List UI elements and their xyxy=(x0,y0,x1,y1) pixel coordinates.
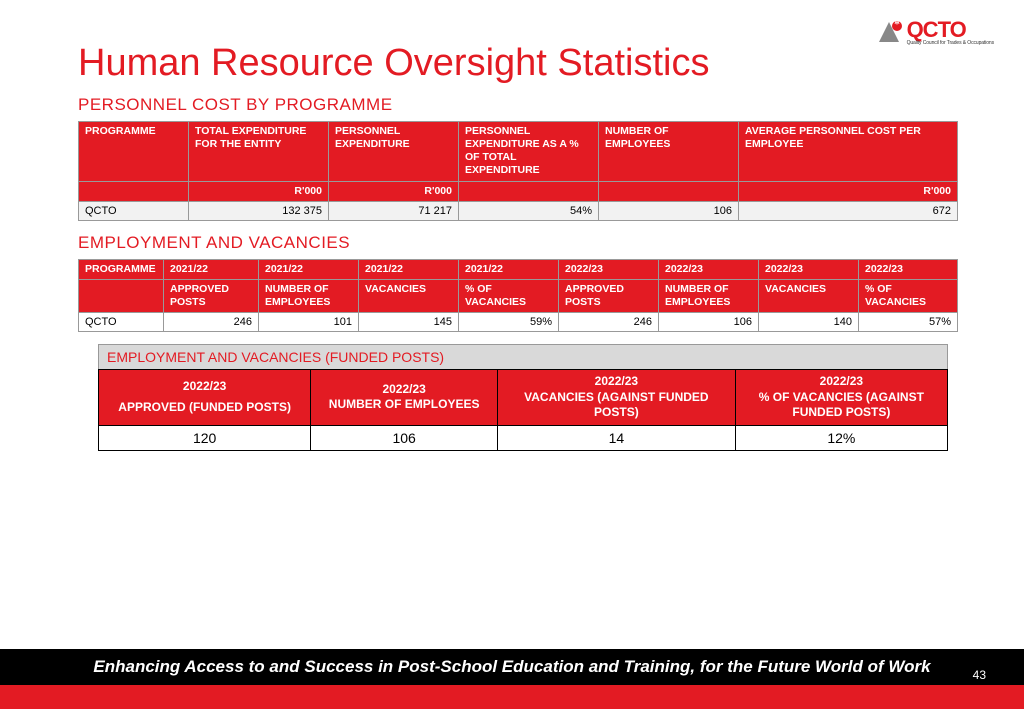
funded-posts-wrap: EMPLOYMENT AND VACANCIES (FUNDED POSTS) … xyxy=(98,344,948,451)
table-header-row: 2022/23 APPROVED (FUNDED POSTS) 2022/23NU… xyxy=(99,370,948,426)
table-header-row: PROGRAMME TOTAL EXPENDITURE FOR THE ENTI… xyxy=(79,122,958,182)
col-total-exp: TOTAL EXPENDITURE FOR THE ENTITY xyxy=(189,122,329,182)
page-title: Human Resource Oversight Statistics xyxy=(0,0,1024,95)
brand-logo: QCTO Quality Council for Trades & Occupa… xyxy=(875,18,994,46)
section3-heading: EMPLOYMENT AND VACANCIES (FUNDED POSTS) xyxy=(98,344,948,369)
table-row: 120 106 14 12% xyxy=(99,425,948,450)
table-header-row-top: PROGRAMME 2021/22 2021/22 2021/22 2021/2… xyxy=(79,259,958,279)
table-header-row-sub: APPROVED POSTS NUMBER OF EMPLOYEES VACAN… xyxy=(79,279,958,312)
table-row: QCTO 246 101 145 59% 246 106 140 57% xyxy=(79,313,958,332)
logo-text: QCTO xyxy=(907,19,994,41)
col-pct-vac-funded: 2022/23% OF VACANCIES (AGAINST FUNDED PO… xyxy=(735,370,947,426)
section1-heading: PERSONNEL COST BY PROGRAMME xyxy=(0,95,1024,115)
footer-tagline: Enhancing Access to and Success in Post-… xyxy=(0,649,1024,685)
personnel-cost-table: PROGRAMME TOTAL EXPENDITURE FOR THE ENTI… xyxy=(78,121,958,221)
employment-vacancies-table: PROGRAMME 2021/22 2021/22 2021/22 2021/2… xyxy=(78,259,958,332)
logo-hand-icon xyxy=(875,18,903,46)
page-number: 43 xyxy=(973,668,986,682)
col-personnel-exp: PERSONNEL EXPENDITURE xyxy=(329,122,459,182)
hdr-year: 2022/23 xyxy=(107,379,302,395)
hdr-lbl: APPROVED (FUNDED POSTS) xyxy=(107,400,302,416)
col-num-emp: NUMBER OF EMPLOYEES xyxy=(599,122,739,182)
col-pct-exp: PERSONNEL EXPENDITURE AS A % OF TOTAL EX… xyxy=(459,122,599,182)
logo-subtext: Quality Council for Trades & Occupations xyxy=(907,41,994,46)
table-row: QCTO 132 375 71 217 54% 106 672 xyxy=(79,201,958,220)
slide-footer: Enhancing Access to and Success in Post-… xyxy=(0,649,1024,709)
unit-row: R'000 R'000 R'000 xyxy=(79,181,958,201)
funded-posts-table: 2022/23 APPROVED (FUNDED POSTS) 2022/23NU… xyxy=(98,369,948,451)
col-num-emp-funded: 2022/23NUMBER OF EMPLOYEES xyxy=(311,370,498,426)
col-programme: PROGRAMME xyxy=(79,122,189,182)
col-vac-funded: 2022/23VACANCIES (AGAINST FUNDED POSTS) xyxy=(498,370,736,426)
section2-heading: EMPLOYMENT AND VACANCIES xyxy=(0,233,1024,253)
footer-red-bar: 43 xyxy=(0,685,1024,709)
col-avg-cost: AVERAGE PERSONNEL COST PER EMPLOYEE xyxy=(739,122,958,182)
col-approved-funded: 2022/23 APPROVED (FUNDED POSTS) xyxy=(99,370,311,426)
